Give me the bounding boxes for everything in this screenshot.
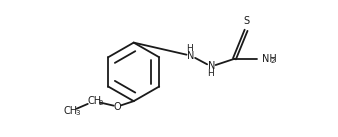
Text: 3: 3 bbox=[76, 110, 80, 116]
Text: CH: CH bbox=[87, 96, 101, 106]
Text: H: H bbox=[207, 69, 214, 78]
Text: O: O bbox=[114, 102, 121, 112]
Text: N: N bbox=[208, 62, 215, 72]
Text: H: H bbox=[186, 44, 193, 53]
Text: NH: NH bbox=[262, 54, 276, 64]
Text: N: N bbox=[187, 51, 195, 61]
Text: S: S bbox=[243, 16, 249, 26]
Text: 2: 2 bbox=[99, 100, 103, 106]
Text: 2: 2 bbox=[270, 58, 274, 64]
Text: CH: CH bbox=[64, 106, 78, 116]
